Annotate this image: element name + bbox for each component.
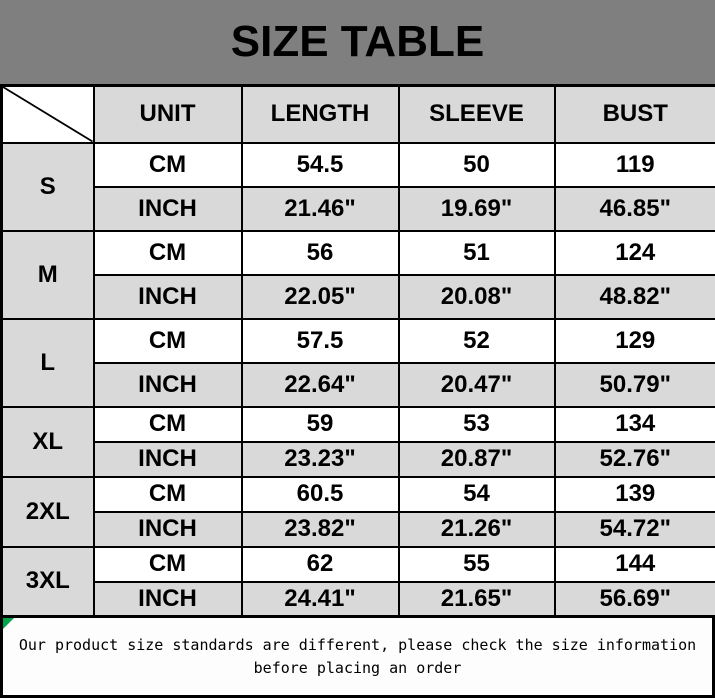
note-line-2: before placing an order (253, 658, 462, 677)
value-m-inch-sleeve: 20.08" (397, 273, 556, 320)
value-l-inch-sleeve: 20.47" (397, 361, 556, 408)
value-2xl-cm-length: 60.5 (240, 475, 400, 513)
column-header-bust: BUST (553, 84, 715, 144)
table-row-m-cm: M CM 56 51 124 (0, 229, 715, 320)
corner-cell (0, 84, 95, 144)
size-table: UNIT LENGTH SLEEVE BUST S CM 54.5 50 119… (0, 84, 715, 618)
size-note: Our product size standards are different… (0, 618, 715, 698)
corner-marker-icon (3, 618, 14, 629)
table-row-3xl-inch: INCH 24.41" 21.65" 56.69" (2, 580, 715, 618)
value-s-inch-sleeve: 19.69" (397, 185, 556, 232)
value-2xl-inch-sleeve: 21.26" (397, 510, 556, 548)
size-label-3xl: 3XL (0, 545, 95, 618)
table-row-xl-cm: XL CM 59 53 134 (0, 405, 715, 478)
unit-label-inch: INCH (92, 510, 243, 548)
page-title: SIZE TABLE (230, 17, 485, 66)
diagonal-divider-line (3, 87, 93, 142)
value-2xl-cm-sleeve: 54 (397, 475, 556, 513)
size-label-s: S (0, 141, 95, 232)
value-l-cm-sleeve: 52 (397, 317, 556, 364)
value-m-inch-bust: 48.82" (553, 273, 715, 320)
value-3xl-inch-length: 24.41" (240, 580, 400, 618)
unit-label-inch: INCH (92, 185, 243, 232)
unit-label-cm: CM (92, 141, 243, 188)
unit-label-cm: CM (92, 545, 243, 583)
column-header-sleeve: SLEEVE (397, 84, 556, 144)
value-s-cm-bust: 119 (553, 141, 715, 188)
unit-label-cm: CM (92, 229, 243, 276)
value-3xl-cm-sleeve: 55 (397, 545, 556, 583)
unit-label-cm: CM (92, 405, 243, 443)
value-m-cm-sleeve: 51 (397, 229, 556, 276)
value-l-cm-bust: 129 (553, 317, 715, 364)
value-3xl-cm-length: 62 (240, 545, 400, 583)
table-row-s-cm: S CM 54.5 50 119 (0, 141, 715, 232)
value-s-cm-length: 54.5 (240, 141, 400, 188)
value-xl-inch-sleeve: 20.87" (397, 440, 556, 478)
unit-label-inch: INCH (92, 361, 243, 408)
size-label-l: L (0, 317, 95, 408)
table-row-xl-inch: INCH 23.23" 20.87" 52.76" (2, 440, 715, 478)
value-3xl-inch-bust: 56.69" (553, 580, 715, 618)
value-2xl-inch-length: 23.82" (240, 510, 400, 548)
value-xl-inch-bust: 52.76" (553, 440, 715, 478)
value-m-inch-length: 22.05" (240, 273, 400, 320)
value-xl-cm-length: 59 (240, 405, 400, 443)
value-m-cm-bust: 124 (553, 229, 715, 276)
value-2xl-inch-bust: 54.72" (553, 510, 715, 548)
unit-label-cm: CM (92, 475, 243, 513)
size-label-m: M (0, 229, 95, 320)
value-xl-inch-length: 23.23" (240, 440, 400, 478)
value-l-cm-length: 57.5 (240, 317, 400, 364)
value-l-inch-bust: 50.79" (553, 361, 715, 408)
value-s-cm-sleeve: 50 (397, 141, 556, 188)
title-bar: SIZE TABLE (0, 0, 715, 84)
table-row-l-cm: L CM 57.5 52 129 (0, 317, 715, 408)
unit-label-inch: INCH (92, 580, 243, 618)
column-header-length: LENGTH (240, 84, 400, 144)
value-xl-cm-bust: 134 (553, 405, 715, 443)
note-line-1: Our product size standards are different… (18, 635, 697, 654)
table-row-3xl-cm: 3XL CM 62 55 144 (0, 545, 715, 618)
value-l-inch-length: 22.64" (240, 361, 400, 408)
value-3xl-inch-sleeve: 21.65" (397, 580, 556, 618)
value-3xl-cm-bust: 144 (553, 545, 715, 583)
table-row-2xl-inch: INCH 23.82" 21.26" 54.72" (2, 510, 715, 548)
table-row-s-inch: INCH 21.46" 19.69" 46.85" (2, 185, 715, 232)
table-header-row: UNIT LENGTH SLEEVE BUST (0, 84, 715, 144)
value-2xl-cm-bust: 139 (553, 475, 715, 513)
value-xl-cm-sleeve: 53 (397, 405, 556, 443)
unit-label-inch: INCH (92, 440, 243, 478)
table-row-2xl-cm: 2XL CM 60.5 54 139 (0, 475, 715, 548)
column-header-unit: UNIT (92, 84, 243, 144)
value-s-inch-length: 21.46" (240, 185, 400, 232)
table-row-l-inch: INCH 22.64" 20.47" 50.79" (2, 361, 715, 408)
size-label-xl: XL (0, 405, 95, 478)
unit-label-inch: INCH (92, 273, 243, 320)
table-row-m-inch: INCH 22.05" 20.08" 48.82" (2, 273, 715, 320)
unit-label-cm: CM (92, 317, 243, 364)
size-label-2xl: 2XL (0, 475, 95, 548)
value-s-inch-bust: 46.85" (553, 185, 715, 232)
value-m-cm-length: 56 (240, 229, 400, 276)
